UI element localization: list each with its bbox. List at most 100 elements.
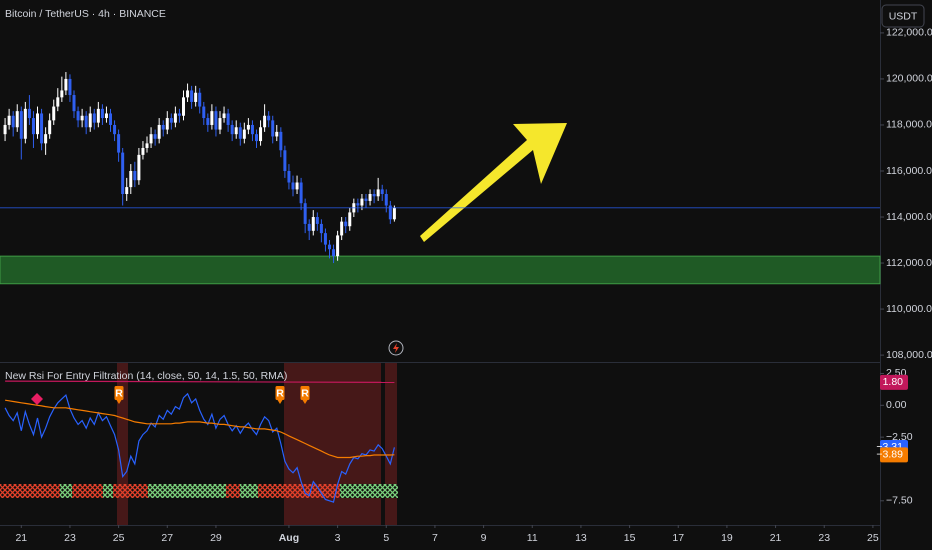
time-tick-label: 9 xyxy=(481,532,487,544)
candle-body xyxy=(214,111,218,130)
candle-body xyxy=(165,118,169,130)
candle-body xyxy=(137,154,141,181)
candle-body xyxy=(230,124,234,135)
currency-button[interactable] xyxy=(881,4,925,28)
candle-body xyxy=(36,113,40,135)
candle-body xyxy=(368,194,372,201)
candle-body xyxy=(392,207,396,220)
candle-body xyxy=(246,124,250,130)
candle-body xyxy=(190,90,194,102)
time-tick-label: 15 xyxy=(624,532,636,544)
candle-body xyxy=(210,111,214,125)
time-tick-label: 3 xyxy=(335,532,341,544)
candle-body xyxy=(113,124,117,135)
signal-pointer xyxy=(277,400,283,404)
candle-body xyxy=(303,203,307,224)
signal-pointer xyxy=(302,400,308,404)
indicator-title: New Rsi For Entry Filtration (14, close,… xyxy=(5,370,287,382)
candle-body xyxy=(279,131,283,151)
alert-icon xyxy=(388,340,404,356)
time-tick-label: 23 xyxy=(818,532,830,544)
candle-body xyxy=(384,194,388,206)
currency-label[interactable]: USDT xyxy=(889,10,918,22)
signal-strip xyxy=(0,484,398,498)
candle-body xyxy=(267,115,271,121)
candle-body xyxy=(238,127,242,139)
candle-body xyxy=(169,118,173,123)
candle-body xyxy=(202,106,206,119)
candle-body xyxy=(198,92,202,107)
time-tick-label: 27 xyxy=(161,532,173,544)
signal-label: R xyxy=(276,387,284,399)
candle-body xyxy=(15,111,19,128)
candle-body xyxy=(64,78,68,91)
candle-body xyxy=(222,113,226,119)
candle-body xyxy=(48,120,52,135)
candle-body xyxy=(7,115,11,125)
candle-body xyxy=(72,95,76,112)
candle-body xyxy=(125,187,129,195)
price-tick-label: 110,000.00 xyxy=(886,303,932,315)
time-tick-label: 7 xyxy=(432,532,438,544)
signal-label: R xyxy=(301,387,309,399)
candle-body xyxy=(360,198,364,206)
candle-body xyxy=(311,217,315,231)
candle-body xyxy=(263,115,267,128)
candle-body xyxy=(153,134,157,139)
candle-body xyxy=(376,189,380,197)
time-tick-label: 21 xyxy=(770,532,782,544)
candle-body xyxy=(52,106,56,121)
candle-body xyxy=(76,111,80,121)
candle-body xyxy=(31,118,35,135)
time-tick-label: 21 xyxy=(15,532,27,544)
candle-body xyxy=(182,97,186,116)
candle-body xyxy=(323,233,327,245)
time-tick-label: 5 xyxy=(383,532,389,544)
indicator-tick-label: −7.50 xyxy=(886,495,913,507)
candle-body xyxy=(388,205,392,220)
candle-body xyxy=(250,124,254,135)
candle-body xyxy=(319,223,323,234)
candle-body xyxy=(109,113,113,125)
candle-body xyxy=(104,113,108,119)
indicator-line xyxy=(5,380,395,383)
price-tick-label: 120,000.00 xyxy=(886,73,932,85)
candle-body xyxy=(117,134,121,153)
candle-body xyxy=(226,113,230,125)
candle-body xyxy=(40,113,44,144)
arrow xyxy=(420,123,567,242)
price-tick-label: 122,000.00 xyxy=(886,27,932,39)
candle-body xyxy=(254,134,258,142)
price-tick-label: 116,000.00 xyxy=(886,165,932,177)
indicator-tick-label: −2.50 xyxy=(886,431,913,443)
strip-green xyxy=(60,484,72,498)
time-tick-label: 23 xyxy=(64,532,76,544)
signal-badge xyxy=(114,386,124,400)
candle-body xyxy=(206,118,210,125)
signal-label: R xyxy=(115,387,123,399)
time-tick-label: 19 xyxy=(721,532,733,544)
time-tick-label: 13 xyxy=(575,532,587,544)
candle-body xyxy=(186,90,190,98)
last-value-label: 1.80 xyxy=(883,376,904,388)
indicator-line xyxy=(5,399,395,459)
candle-body xyxy=(299,182,303,204)
candle-body xyxy=(149,134,153,144)
candle-body xyxy=(96,108,100,123)
candle-body xyxy=(194,92,198,102)
chart-title: Bitcoin / TetherUS · 4h · BINANCE xyxy=(5,8,166,20)
candle-body xyxy=(157,124,161,139)
last-value-label: −3.89 xyxy=(876,449,903,461)
candle-body xyxy=(356,203,360,206)
strip-green xyxy=(340,484,398,498)
candle-body xyxy=(364,198,368,201)
candle-body xyxy=(275,131,279,137)
candle-body xyxy=(60,90,64,98)
candle-body xyxy=(3,124,7,135)
candle-body xyxy=(177,113,181,116)
last-value-badge xyxy=(880,374,908,390)
candle-body xyxy=(80,115,84,121)
candle-body xyxy=(100,108,104,119)
